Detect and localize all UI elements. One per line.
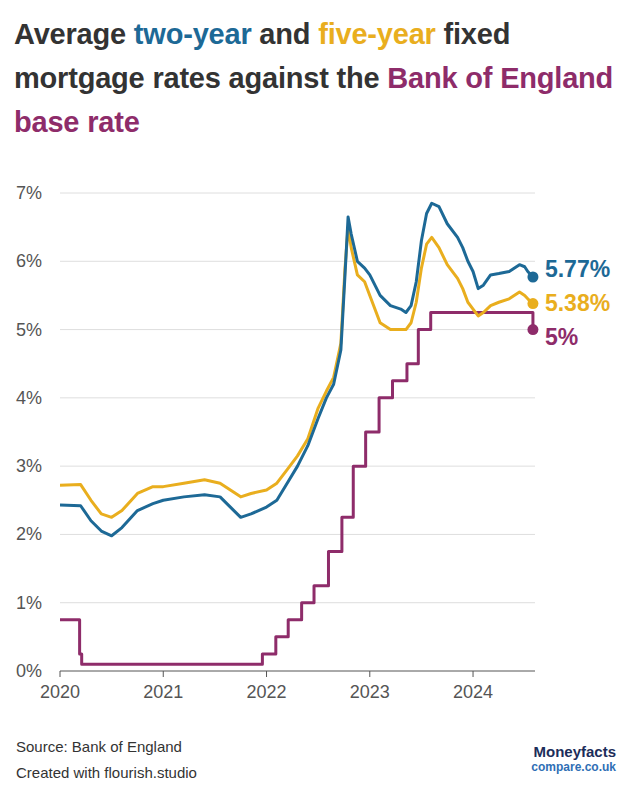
end-marker <box>527 324 538 335</box>
end-marker <box>527 271 538 282</box>
credit: Created with flourish.studio <box>16 764 197 781</box>
x-tick-label: 2020 <box>40 682 80 702</box>
x-tick-label: 2021 <box>143 682 183 702</box>
title-highlight: two-year <box>134 18 252 50</box>
chart: 0% 1% 2% 3% 4% 5% 6% 7% 2020 2021 2022 2023 2024 5.77… <box>0 0 632 800</box>
source: Source: Bank of England <box>16 738 182 755</box>
grid-line <box>60 193 535 194</box>
end-label: 5.77% <box>545 256 610 282</box>
grid-line <box>60 329 535 330</box>
series-line <box>60 203 533 536</box>
y-tick-label: 3% <box>16 456 42 476</box>
grid-line <box>60 671 535 672</box>
plot-area <box>60 203 533 664</box>
y-tick-label: 4% <box>16 388 42 408</box>
end-label: 5.38% <box>545 290 610 316</box>
y-tick-label: 2% <box>16 524 42 544</box>
x-tick-label: 2024 <box>453 682 493 702</box>
x-tick <box>60 671 61 677</box>
grid-line <box>60 397 535 398</box>
end-label: 5% <box>545 324 578 350</box>
logo: Moneyfacts <box>533 743 616 760</box>
grid-line <box>60 534 535 535</box>
x-tick <box>473 671 474 677</box>
y-tick-label: 5% <box>16 320 42 340</box>
grid-line <box>60 261 535 262</box>
y-tick-label: 7% <box>16 183 42 203</box>
x-tick <box>266 671 267 677</box>
grid-line <box>60 602 535 603</box>
x-tick-label: 2022 <box>246 682 286 702</box>
y-tick-label: 6% <box>16 251 42 271</box>
x-tick <box>369 671 370 677</box>
end-marker <box>527 298 538 309</box>
logo-sub: compare.co.uk <box>531 760 616 774</box>
title-highlight: Bank of England base rate <box>14 62 613 138</box>
x-tick-label: 2023 <box>350 682 390 702</box>
title: Average two-year and five-year fixed mor… <box>14 12 624 144</box>
x-tick <box>163 671 164 677</box>
y-tick-label: 0% <box>16 661 42 681</box>
title-highlight: five-year <box>318 18 436 50</box>
y-tick-label: 1% <box>16 593 42 613</box>
series-line <box>60 313 533 665</box>
series-line <box>60 227 533 517</box>
